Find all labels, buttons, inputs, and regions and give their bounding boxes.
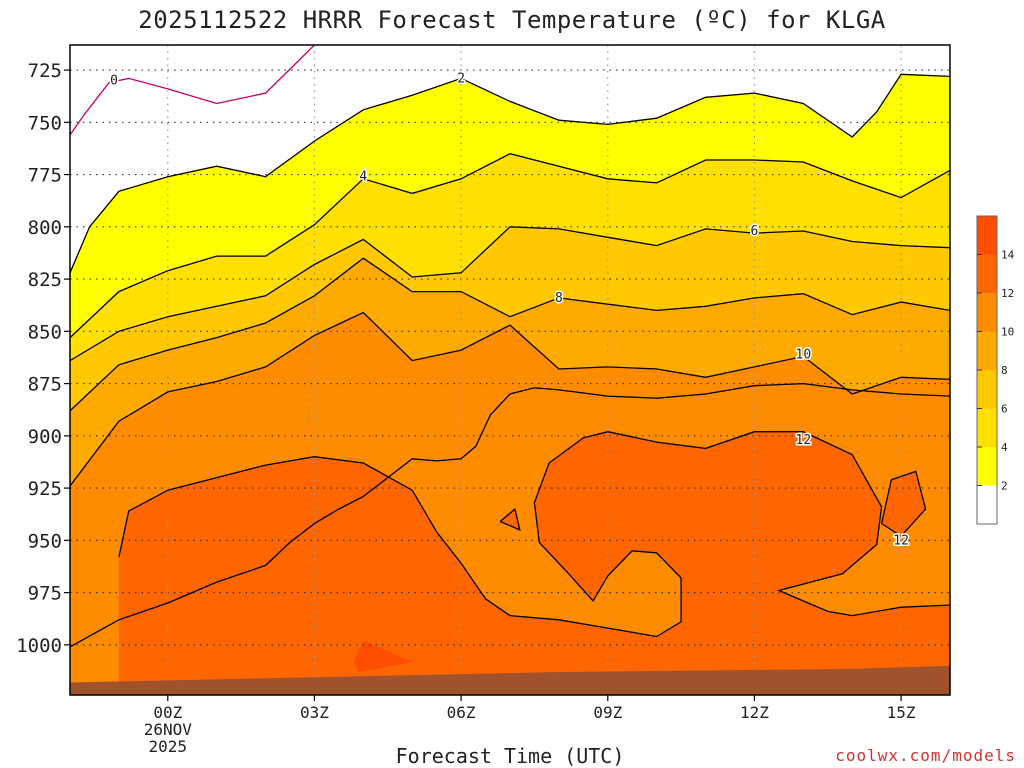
x-tick-label: 26NOV (144, 720, 193, 739)
colorbar-swatch (977, 370, 997, 409)
contour-label: 10 (796, 347, 812, 362)
x-tick-label: 12Z (740, 703, 769, 722)
colorbar-swatch (977, 485, 997, 524)
y-tick-label: 975 (28, 583, 62, 605)
y-tick-label: 850 (28, 321, 62, 343)
contour-line-6 (70, 226, 950, 362)
y-tick-label: 825 (28, 269, 62, 291)
contour-label: 6 (751, 224, 759, 239)
x-tick-label: 06Z (447, 703, 476, 722)
colorbar-swatch (977, 447, 997, 486)
fill-band-12 (118, 431, 950, 695)
y-tick-label: 950 (28, 530, 62, 552)
y-tick-label: 775 (28, 165, 62, 187)
colorbar-swatch (977, 408, 997, 447)
contour-line-2 (70, 73, 950, 274)
colorbar-label: 10 (1001, 326, 1014, 339)
contour-line-12 (118, 431, 950, 638)
fill-band-12 (881, 471, 926, 537)
y-tick-label: 925 (28, 478, 62, 500)
x-tick-label: 2025 (149, 737, 188, 756)
colorbar-label: 6 (1001, 403, 1008, 416)
colorbar-label: 8 (1001, 364, 1008, 377)
contour-label: 0 (110, 74, 118, 89)
fill-band-12 (500, 509, 520, 530)
contour-line-12 (499, 507, 521, 532)
colorbar-label: 4 (1001, 441, 1008, 454)
fill-band-14 (353, 661, 374, 672)
y-tick-label: 875 (28, 374, 62, 396)
y-tick-label: 750 (28, 112, 62, 134)
x-tick-label: 15Z (887, 703, 916, 722)
contour-label: 12 (893, 533, 909, 548)
contour-label: 12 (796, 433, 812, 448)
contour-label: 2 (457, 71, 465, 86)
chart-title: 2025112522 HRRR Forecast Temperature (ºC… (138, 6, 886, 34)
x-tick-label: 03Z (300, 703, 329, 722)
colorbar-swatch (977, 254, 997, 293)
x-tick-label: 00Z (153, 703, 182, 722)
colorbar-label: 14 (1001, 249, 1015, 262)
contour-line-10 (70, 382, 950, 648)
contour-label: 4 (359, 170, 367, 185)
y-tick-label: 900 (28, 426, 62, 448)
x-tick-label: 09Z (593, 703, 622, 722)
x-axis-label: Forecast Time (UTC) (395, 744, 625, 768)
colorbar-label: 12 (1001, 287, 1014, 300)
contour-line-8 (70, 257, 950, 412)
plot-frame (69, 44, 951, 696)
contour-line-0 (70, 45, 315, 136)
y-tick-label: 800 (28, 217, 62, 239)
fill-band-14 (353, 640, 413, 670)
contour-label: 8 (555, 291, 563, 306)
ground-surface (70, 665, 950, 695)
colorbar-swatch (977, 293, 997, 332)
colorbar-label: 2 (1001, 480, 1008, 493)
colorbar-swatch (977, 331, 997, 370)
y-tick-label: 725 (28, 60, 62, 82)
y-tick-label: 1000 (16, 635, 62, 657)
contour-line-4 (70, 153, 950, 339)
contour-line-12 (880, 470, 927, 538)
credit-link[interactable]: coolwx.com/models (835, 746, 1016, 765)
colorbar-swatch (977, 216, 997, 255)
contour-line-10 (70, 311, 950, 487)
